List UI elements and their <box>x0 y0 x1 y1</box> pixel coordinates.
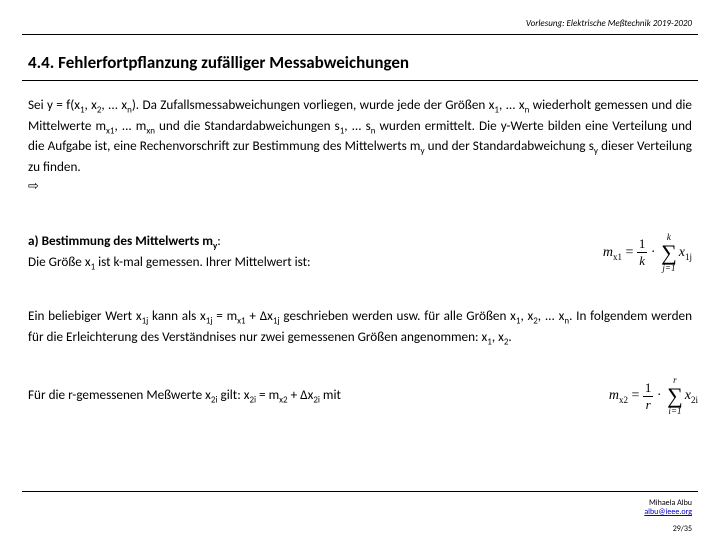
page-number: 29/35 <box>673 524 692 534</box>
t: mit <box>320 386 341 403</box>
paragraph-2: Ein beliebiger Wert x1j kann als x1j = m… <box>28 294 692 361</box>
sum-bot: i=1 <box>667 407 683 416</box>
t: kann als x <box>148 307 205 324</box>
t: , ... s <box>344 117 370 134</box>
t: m <box>603 245 613 260</box>
sum-icon: r∑i=1 <box>667 376 683 416</box>
sub: 1j <box>685 252 692 262</box>
line-r: Für die r-gemessenen Meßwerte x2i gilt: … <box>28 386 341 406</box>
t: , ... x <box>538 307 565 324</box>
formula-row-2: Für die r-gemessenen Meßwerte x2i gilt: … <box>28 376 698 416</box>
sub: 1j <box>273 316 280 327</box>
t: : <box>217 232 221 249</box>
sub: x2 <box>279 395 287 406</box>
sigma: ∑ <box>667 385 683 407</box>
footer-block: Mihaela Albu albu@ieee.org <box>644 499 692 518</box>
num: 1 <box>637 236 648 253</box>
sub: 2i <box>691 395 698 405</box>
sub: x1 <box>613 252 622 262</box>
t: + Δx <box>288 386 314 403</box>
sub: x2 <box>619 395 628 405</box>
t: , x <box>85 96 97 113</box>
header-rule <box>22 34 698 35</box>
formula-mx2: mx2 = 1r · r∑i=1x2i <box>609 376 698 416</box>
footer-rule <box>22 491 698 492</box>
slide-page: Vorlesung: Elektrische Meßtechnik 2019-2… <box>0 0 720 540</box>
num: 1 <box>643 380 654 397</box>
t: = m <box>256 386 279 403</box>
t: gilt: x <box>218 386 250 403</box>
sub: xn <box>146 125 155 136</box>
t: Sei y = f(x <box>28 96 80 113</box>
t: , x <box>520 307 533 324</box>
fraction: 1r <box>643 380 654 413</box>
author-email-link[interactable]: albu@ieee.org <box>644 507 692 517</box>
sub: x1 <box>237 316 245 327</box>
t: Die Größe x <box>28 253 91 270</box>
fraction: 1k <box>637 236 648 269</box>
t: = m <box>212 307 237 324</box>
t: Ein beliebiger Wert x <box>28 307 142 324</box>
sum-bot: j=1 <box>661 264 677 273</box>
sub: 2i <box>313 395 320 406</box>
paragraph-1: Sei y = f(x1, x2, ... xn). Da Zufallsmes… <box>28 96 692 196</box>
t: , ... x <box>499 96 525 113</box>
author-name: Mihaela Albu <box>649 498 692 508</box>
header-course: Vorlesung: Elektrische Meßtechnik 2019-2… <box>526 18 692 29</box>
line-a: a) Bestimmung des Mittelwerts my: Die Gr… <box>28 232 311 273</box>
t: a) Bestimmung des Mittelwerts m <box>28 232 213 249</box>
t: ist k-mal gemessen. Ihrer Mittelwert ist… <box>95 253 310 270</box>
formula-row-1: a) Bestimmung des Mittelwerts my: Die Gr… <box>28 232 692 273</box>
arrow-icon: ⇨ <box>28 177 39 194</box>
t: + Δx <box>246 307 273 324</box>
sub: 2i <box>211 395 218 406</box>
t: . <box>508 328 511 345</box>
t: = <box>628 388 643 403</box>
den: k <box>637 253 648 269</box>
t: ). Da Zufallsmessabweichungen vorliegen,… <box>132 96 495 113</box>
title-rule <box>22 80 698 81</box>
t: , x <box>492 328 504 345</box>
t: geschrieben werden usw. für alle Größen … <box>280 307 516 324</box>
formula-mx1: mx1 = 1k · k∑j=1x1j <box>603 233 692 273</box>
t: und der Standardabweichung s <box>425 137 594 154</box>
t: Für die r-gemessenen Meßwerte x <box>28 386 211 403</box>
den: r <box>643 397 654 413</box>
t: und die Standardabweichungen s <box>155 117 340 134</box>
section-title: 4.4. Fehlerfortpflanzung zufälliger Mess… <box>28 52 409 73</box>
t: , ... x <box>101 96 127 113</box>
t: , ... m <box>114 117 146 134</box>
t: · <box>647 245 659 260</box>
t: · <box>653 388 665 403</box>
t: m <box>609 388 619 403</box>
sigma: ∑ <box>661 242 677 264</box>
sum-icon: k∑j=1 <box>661 233 677 273</box>
t: = <box>622 245 637 260</box>
